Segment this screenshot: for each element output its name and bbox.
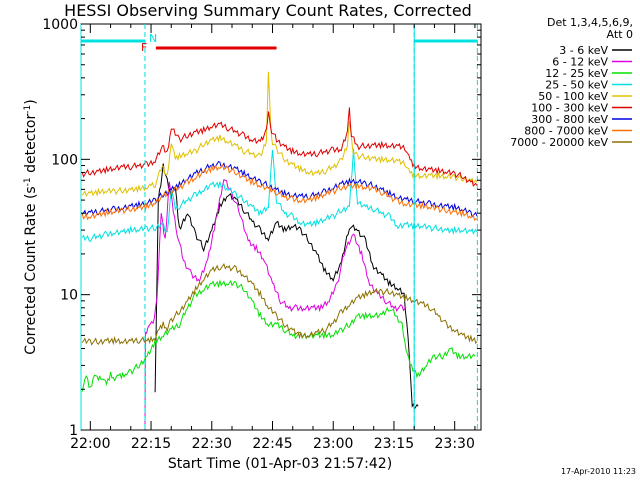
legend-label-1: 6 - 12 keV [552,56,608,69]
y-tick-label-2: 100 [51,152,78,168]
legend-header-2: Att 0 [607,28,633,41]
x-tick-label-2: 22:30 [192,436,232,452]
x-tick-label-1: 22:15 [131,436,171,452]
legend-label-8: 7000 - 20000 keV [510,136,608,149]
series-line-7 [81,163,478,222]
y-tick-label-0: 1 [69,423,78,439]
timestamp: 17-Apr-2010 11:23 [561,467,636,476]
flag-N-label: N [149,32,157,45]
series-layer [81,71,478,430]
series-line-4 [81,71,478,198]
x-tick-label-0: 22:00 [70,436,110,452]
series-line-5 [81,107,478,187]
series-line-0 [154,163,419,410]
chart-title: HESSI Observing Summary Count Rates, Cor… [64,1,472,20]
y-label-main: Corrected Count Rate (s [23,186,39,354]
y-label-sup1: -1 [23,177,33,186]
x-tick-label-5: 23:15 [374,436,414,452]
series-line-1 [144,178,407,430]
y-label-sup2: -1 [23,105,33,114]
y-label-mid: detector [23,114,39,178]
legend-label-6: 300 - 800 keV [531,113,608,126]
x-tick-label-6: 23:30 [435,436,475,452]
x-tick-label-4: 23:00 [313,436,353,452]
legend-label-7: 800 - 7000 keV [524,125,608,138]
y-tick-label-1: 10 [60,288,78,304]
y-label-end: ) [23,99,39,104]
legend-label-5: 100 - 300 keV [531,102,608,115]
legend-header-1: Det 1,3,4,5,6,9, [547,16,633,29]
series-line-3 [81,148,478,243]
legend-label-3: 25 - 50 keV [545,79,608,92]
legend-label-2: 12 - 25 keV [545,67,608,80]
y-axis-label: Corrected Count Rate (s-1 detector-1) [23,99,39,354]
flag-F-label: F [141,41,147,54]
annotation-layer: NF [80,24,478,430]
ticks-layer: 22:00 22:15 22:30 22:45 23:00 23:15 23:30 1 10 10… [42,17,481,452]
x-axis-label: Start Time (01-Apr-03 21:57:42) [168,456,392,472]
y-tick-label-3: 1000 [42,17,78,33]
legend-label-4: 50 - 100 keV [538,90,608,103]
legend-label-0: 3 - 6 keV [559,44,608,57]
x-tick-label-3: 22:45 [252,436,292,452]
series-line-8 [81,262,478,346]
series-line-2 [81,279,476,392]
